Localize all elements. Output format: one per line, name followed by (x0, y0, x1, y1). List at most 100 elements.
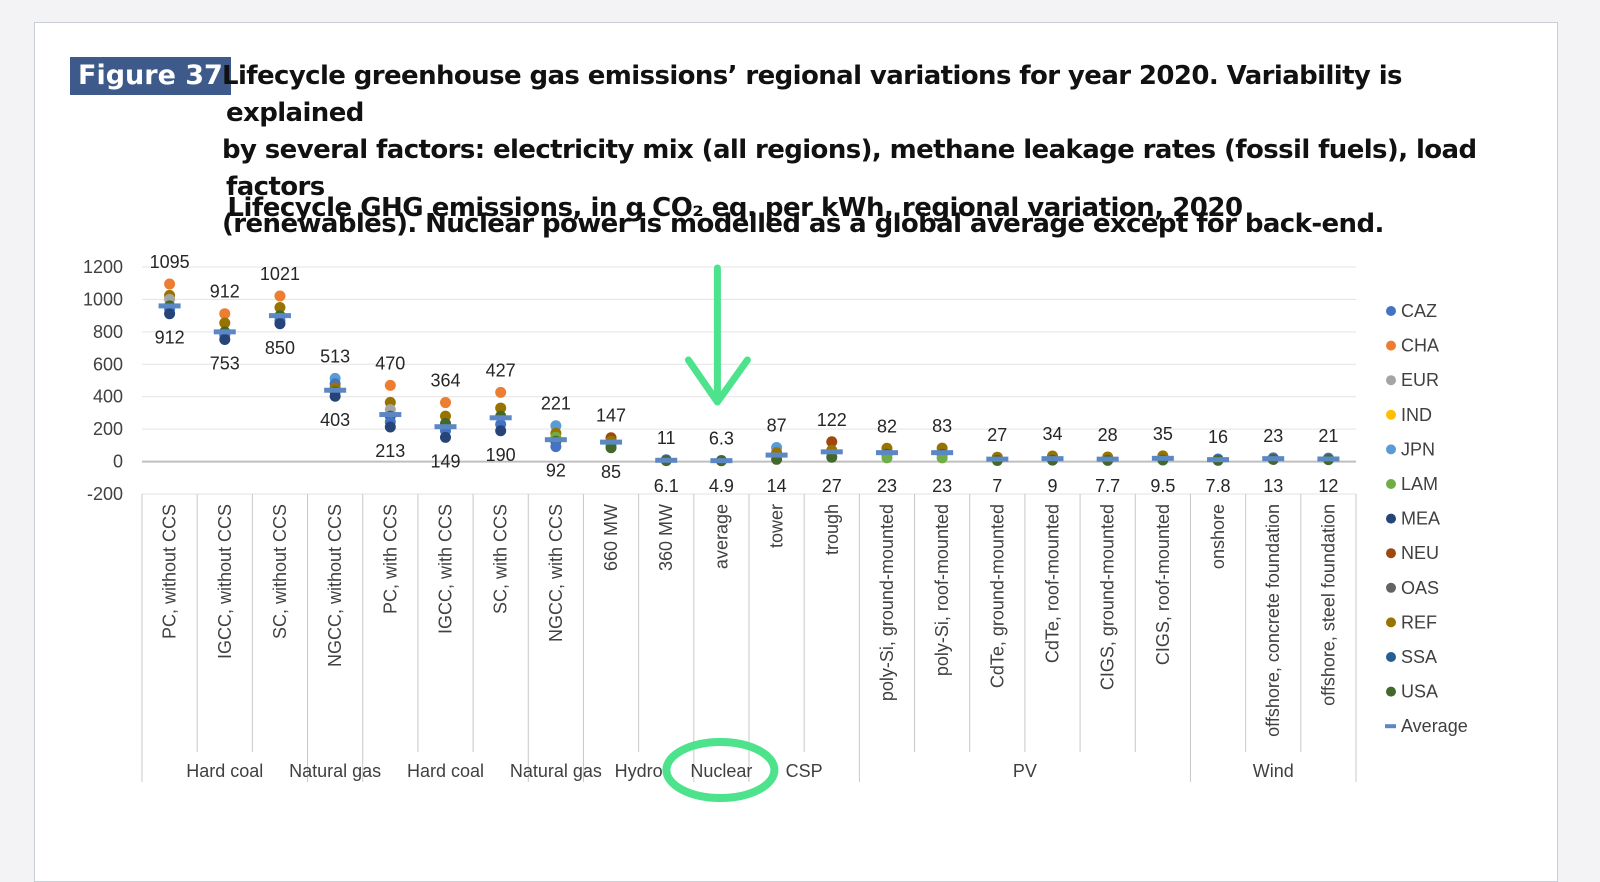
data-point-cha (219, 308, 231, 320)
average-marker (1207, 457, 1230, 463)
min-data-label: 149 (430, 451, 460, 471)
average-marker (1262, 456, 1285, 462)
min-data-label: 7.7 (1095, 476, 1120, 496)
average-marker (1041, 456, 1064, 462)
average-marker (875, 450, 898, 456)
legend-label: IND (1401, 405, 1432, 425)
average-marker (379, 412, 402, 418)
min-data-label: 14 (767, 476, 787, 496)
min-data-label: 85 (601, 462, 621, 482)
x-group-label: Natural gas (510, 761, 602, 781)
average-marker (158, 303, 181, 309)
x-category-label: offshore, concrete foundation (1263, 504, 1283, 737)
legend-label: REF (1401, 612, 1437, 632)
min-data-label: 190 (486, 445, 516, 465)
y-tick-label: 200 (93, 419, 123, 439)
max-data-label: 27 (987, 425, 1007, 445)
legend-marker-caz (1386, 306, 1396, 316)
legend-label: JPN (1401, 439, 1435, 459)
max-data-label: 11 (657, 428, 676, 448)
x-category-label: IGCC, with CCS (436, 504, 456, 634)
figure-caption: Lifecycle greenhouse gas emissions’ regi… (222, 58, 1526, 243)
y-tick-label: 0 (113, 452, 123, 472)
y-tick-label: 600 (93, 354, 123, 374)
legend-label: NEU (1401, 543, 1439, 563)
data-point-neu (826, 436, 838, 448)
data-point-cha (440, 397, 451, 409)
y-tick-label: 400 (93, 387, 123, 407)
x-category-label: NGCC, without CCS (325, 504, 345, 667)
figure-label-badge: Figure 37 (70, 57, 231, 95)
x-category-label: PC, with CCS (380, 504, 400, 614)
figure-caption-line-1: Lifecycle greenhouse gas emissions’ regi… (222, 61, 1403, 128)
annotation-highlight-ellipse (662, 738, 779, 802)
x-group-label: Hydro (615, 761, 663, 781)
max-data-label: 6.3 (709, 429, 734, 449)
max-data-label: 82 (877, 416, 897, 436)
average-marker (324, 387, 347, 393)
x-category-label: trough (822, 504, 842, 555)
data-point-cha (274, 290, 286, 302)
max-data-label: 1095 (150, 252, 190, 272)
figure-caption-line-3: (renewables). Nuclear power is modelled … (222, 209, 1384, 239)
data-point-mea (329, 390, 341, 402)
y-tick-label: 1000 (83, 289, 123, 309)
legend-marker-average (1385, 724, 1396, 729)
legend-label: MEA (1401, 509, 1440, 529)
max-data-label: 122 (817, 410, 847, 430)
max-data-label: 1021 (260, 264, 300, 284)
average-marker (1096, 456, 1119, 462)
max-data-label: 427 (486, 360, 516, 380)
x-category-label: CIGS, roof-mounted (1153, 504, 1173, 665)
legend-marker-usa (1386, 686, 1396, 697)
min-data-label: 13 (1263, 476, 1283, 496)
max-data-label: 87 (767, 415, 787, 435)
max-data-label: 21 (1318, 426, 1338, 446)
x-category-label: SC, with CCS (491, 504, 511, 614)
min-data-label: 23 (877, 476, 897, 496)
x-category-label: SC, without CCS (270, 504, 290, 639)
x-category-label: CdTe, ground-mounted (987, 504, 1007, 688)
min-data-label: 850 (265, 338, 295, 358)
average-marker (434, 424, 457, 430)
average-marker (710, 458, 733, 464)
legend-marker-neu (1386, 548, 1396, 559)
data-point-mea (164, 308, 176, 320)
x-group-label: Natural gas (289, 761, 381, 781)
min-data-label: 912 (155, 328, 185, 348)
data-point-mea (440, 431, 451, 443)
data-point-cha (495, 386, 507, 398)
x-category-label: poly-Si, roof-mounted (932, 504, 952, 676)
data-point-mea (384, 421, 396, 433)
max-data-label: 470 (375, 353, 405, 373)
min-data-label: 92 (546, 461, 566, 481)
max-data-label: 23 (1263, 426, 1283, 446)
x-group-label: Hard coal (186, 761, 263, 781)
min-data-label: 7 (992, 476, 1002, 496)
legend-marker-mea (1386, 513, 1396, 524)
max-data-label: 83 (932, 416, 952, 436)
data-point-cha (164, 278, 176, 290)
legend-marker-lam (1386, 479, 1396, 489)
data-point-cha (384, 379, 396, 391)
max-data-label: 147 (596, 406, 626, 426)
legend-label: LAM (1401, 474, 1438, 494)
legend-marker-cha (1386, 340, 1396, 351)
max-data-label: 221 (541, 394, 571, 414)
data-point-caz (550, 441, 562, 453)
min-data-label: 403 (320, 410, 350, 430)
average-marker (600, 439, 623, 445)
x-group-label: CSP (786, 761, 823, 781)
average-marker (489, 415, 512, 421)
data-point-mea (274, 318, 286, 330)
min-data-label: 7.8 (1206, 476, 1231, 496)
max-data-label: 28 (1098, 425, 1118, 445)
min-data-label: 23 (932, 476, 952, 496)
data-point-usa (605, 442, 617, 454)
max-data-label: 34 (1042, 424, 1062, 444)
data-point-ref (219, 317, 231, 329)
average-marker (544, 437, 567, 443)
average-marker (931, 450, 954, 456)
figure-card (34, 22, 1558, 882)
